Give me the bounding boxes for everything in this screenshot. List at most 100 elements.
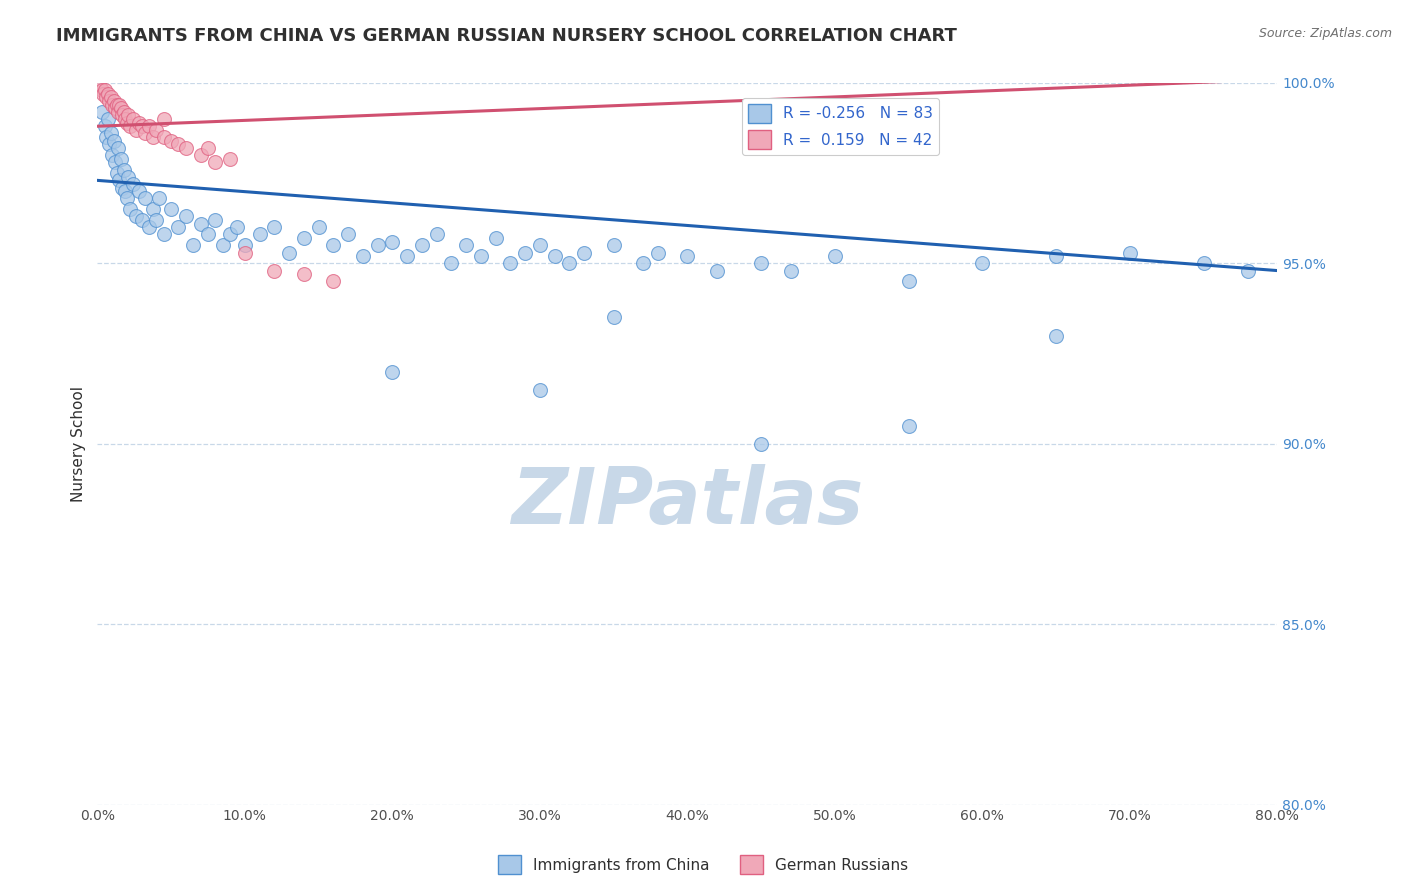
- Point: [676, 249, 699, 263]
- Point: [112, 162, 135, 177]
- Point: [93, 120, 115, 134]
- Point: [197, 141, 219, 155]
- Point: [529, 238, 551, 252]
- Point: [1045, 249, 1067, 263]
- Point: [125, 210, 148, 224]
- Point: [90, 104, 112, 119]
- Point: [278, 245, 301, 260]
- Point: [292, 267, 315, 281]
- Text: Source: ZipAtlas.com: Source: ZipAtlas.com: [1258, 27, 1392, 40]
- Point: [219, 152, 242, 166]
- Point: [152, 112, 174, 126]
- Point: [98, 94, 121, 108]
- Point: [249, 227, 271, 242]
- Point: [160, 202, 183, 217]
- Point: [107, 104, 129, 119]
- Point: [263, 263, 285, 277]
- Point: [134, 127, 156, 141]
- Point: [897, 274, 920, 288]
- Point: [128, 184, 150, 198]
- Point: [167, 220, 190, 235]
- Point: [499, 256, 522, 270]
- Point: [204, 213, 226, 227]
- Point: [706, 263, 728, 277]
- Point: [103, 94, 125, 108]
- Point: [117, 108, 139, 122]
- Point: [440, 256, 463, 270]
- Point: [972, 256, 994, 270]
- Point: [121, 112, 143, 126]
- Point: [219, 227, 242, 242]
- Point: [114, 184, 136, 198]
- Point: [897, 418, 920, 433]
- Point: [128, 115, 150, 129]
- Point: [101, 148, 124, 162]
- Point: [396, 249, 419, 263]
- Point: [367, 238, 389, 252]
- Point: [142, 130, 165, 145]
- Point: [513, 245, 536, 260]
- Point: [145, 213, 167, 227]
- Point: [100, 90, 122, 104]
- Point: [118, 202, 141, 217]
- Point: [93, 83, 115, 97]
- Point: [1045, 328, 1067, 343]
- Point: [381, 235, 404, 249]
- Point: [454, 238, 477, 252]
- Point: [426, 227, 449, 242]
- Point: [411, 238, 433, 252]
- Point: [322, 238, 344, 252]
- Point: [138, 220, 160, 235]
- Point: [134, 191, 156, 205]
- Point: [174, 141, 197, 155]
- Point: [602, 238, 624, 252]
- Point: [381, 365, 404, 379]
- Point: [115, 191, 138, 205]
- Point: [352, 249, 374, 263]
- Point: [824, 249, 846, 263]
- Point: [631, 256, 654, 270]
- Point: [107, 141, 129, 155]
- Point: [197, 227, 219, 242]
- Point: [131, 213, 153, 227]
- Text: IMMIGRANTS FROM CHINA VS GERMAN RUSSIAN NURSERY SCHOOL CORRELATION CHART: IMMIGRANTS FROM CHINA VS GERMAN RUSSIAN …: [56, 27, 957, 45]
- Point: [111, 108, 134, 122]
- Point: [101, 97, 124, 112]
- Point: [337, 227, 360, 242]
- Point: [117, 169, 139, 184]
- Point: [1119, 245, 1142, 260]
- Point: [543, 249, 565, 263]
- Point: [211, 238, 233, 252]
- Point: [98, 137, 121, 152]
- Point: [91, 87, 114, 101]
- Point: [125, 123, 148, 137]
- Point: [111, 180, 134, 194]
- Point: [97, 87, 120, 101]
- Point: [104, 155, 127, 169]
- Point: [322, 274, 344, 288]
- Point: [292, 231, 315, 245]
- Point: [89, 79, 111, 94]
- Point: [152, 227, 174, 242]
- Point: [263, 220, 285, 235]
- Point: [138, 120, 160, 134]
- Point: [105, 166, 128, 180]
- Legend: Immigrants from China, German Russians: Immigrants from China, German Russians: [492, 849, 914, 880]
- Point: [308, 220, 330, 235]
- Point: [100, 127, 122, 141]
- Point: [105, 97, 128, 112]
- Point: [181, 238, 204, 252]
- Point: [121, 177, 143, 191]
- Point: [470, 249, 492, 263]
- Point: [118, 120, 141, 134]
- Point: [647, 245, 669, 260]
- Point: [484, 231, 506, 245]
- Point: [572, 245, 595, 260]
- Point: [103, 134, 125, 148]
- Point: [152, 130, 174, 145]
- Point: [1192, 256, 1215, 270]
- Point: [190, 148, 212, 162]
- Point: [114, 112, 136, 126]
- Point: [108, 173, 131, 187]
- Point: [749, 437, 772, 451]
